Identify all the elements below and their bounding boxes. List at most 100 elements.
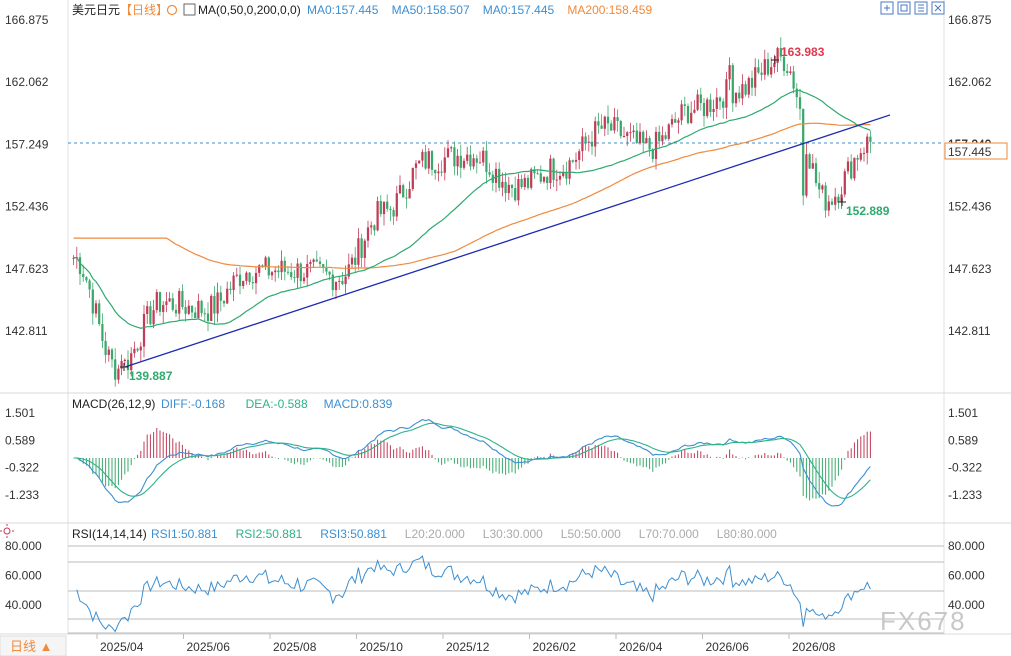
candle-body: [379, 201, 382, 215]
rsi-values: RSI1:50.881 RSI2:50.881 RSI3:50.881 L20:20.…: [151, 527, 777, 541]
candle-body: [626, 132, 629, 136]
candle-body: [821, 185, 824, 190]
current-price-tag: 157.445: [944, 142, 1008, 160]
candle-body: [696, 94, 699, 110]
period-button[interactable]: 日线 ▲: [0, 635, 67, 656]
close-icon[interactable]: [931, 1, 945, 15]
candle-body: [869, 136, 872, 142]
time-tick-label: 2025/04: [100, 640, 144, 654]
candle-body: [718, 97, 722, 102]
candle-body: [158, 292, 162, 312]
candle-body: [274, 270, 277, 273]
candle-body: [85, 277, 88, 281]
macd-tick-left: -1.233: [5, 488, 39, 502]
macd-tick-left: -0.322: [5, 461, 39, 475]
candle-body: [341, 280, 344, 285]
indicator-icon[interactable]: [183, 3, 196, 16]
macd-legend: MACD(26,12,9) DIFF:-0.168 DEA:-0.588 MACD:…: [72, 397, 393, 411]
candle-body: [312, 259, 315, 262]
candle-body: [606, 116, 610, 124]
candle-body: [261, 265, 264, 267]
candle-body: [773, 62, 776, 68]
candle-body: [82, 274, 85, 278]
candle-body: [149, 306, 152, 325]
candle-body: [818, 183, 821, 190]
candle-body: [472, 158, 475, 167]
macd-tick-right: -0.322: [948, 461, 982, 475]
legend-value: L20:20.000: [405, 527, 465, 541]
sun-icon[interactable]: [0, 524, 14, 538]
candle-body: [270, 272, 274, 276]
candle-body: [338, 280, 341, 282]
time-tick-label: 2025/12: [446, 640, 490, 654]
legend-value: RSI2:50.881: [236, 527, 303, 541]
candle-body: [670, 119, 674, 125]
settings-icon[interactable]: [166, 4, 178, 16]
candle-body: [152, 310, 155, 325]
candle-body: [514, 188, 517, 201]
candle-body: [686, 105, 690, 123]
candle-body: [523, 177, 526, 188]
candle-body: [581, 136, 584, 152]
candle-body: [498, 168, 501, 188]
candle-body: [715, 97, 718, 109]
candle-body: [565, 172, 568, 179]
candle-body: [299, 263, 302, 282]
candle-body: [837, 196, 840, 203]
candle-body: [453, 147, 456, 167]
candle-body: [376, 201, 379, 231]
candle-body: [651, 149, 654, 160]
high-value: 163.983: [781, 45, 825, 59]
legend-value: DIFF:-0.168: [161, 397, 225, 411]
candle-body: [654, 131, 658, 160]
candle-body: [754, 67, 757, 88]
candle-body: [853, 157, 856, 179]
candle-body: [485, 150, 488, 173]
candle-body: [382, 201, 386, 215]
candle-body: [536, 173, 539, 175]
candle-body: [178, 290, 181, 314]
fit-icon[interactable]: [897, 1, 911, 15]
candle-body: [437, 171, 440, 174]
price-tick-right: 142.811: [948, 324, 991, 338]
candle-body: [363, 240, 366, 258]
candle-body: [616, 117, 619, 121]
candle-body: [370, 225, 373, 228]
candle-body: [638, 131, 642, 143]
candle-body: [722, 101, 725, 108]
candle-body: [603, 116, 606, 129]
price-tick-right: 166.875: [948, 13, 992, 27]
candle-body: [226, 288, 229, 304]
candle-body: [283, 260, 286, 272]
candle-body: [155, 292, 158, 311]
candlesticks: [72, 37, 872, 387]
candle-body: [533, 169, 536, 174]
candle-body: [322, 264, 325, 268]
candle-body: [360, 238, 363, 258]
candle-body: [766, 59, 770, 75]
expand-icon[interactable]: [880, 1, 894, 15]
candle-body: [440, 171, 443, 173]
layout-icon[interactable]: [914, 1, 928, 15]
candle-body: [72, 257, 75, 259]
candle-body: [552, 158, 555, 181]
candle-body: [421, 151, 424, 161]
candle-body: [750, 77, 754, 88]
period-label[interactable]: 【日线】: [120, 3, 168, 17]
time-tick-label: 2026/06: [706, 640, 750, 654]
price-tick-left: 166.875: [5, 13, 49, 27]
legend-value: L50:50.000: [561, 527, 621, 541]
macd-tick-left: 1.501: [5, 406, 35, 420]
candle-body: [139, 346, 142, 351]
candle-body: [395, 193, 398, 217]
candle-body: [405, 197, 408, 199]
high-annotation: 163.983: [771, 45, 825, 64]
time-tick-label: 2026/08: [792, 640, 836, 654]
candle-body: [610, 123, 613, 131]
candle-body: [776, 47, 779, 63]
low-value-2025: 139.887: [129, 369, 173, 383]
candle-body: [574, 159, 578, 162]
candle-body: [446, 148, 450, 158]
legend-value: MACD:0.839: [324, 397, 393, 411]
